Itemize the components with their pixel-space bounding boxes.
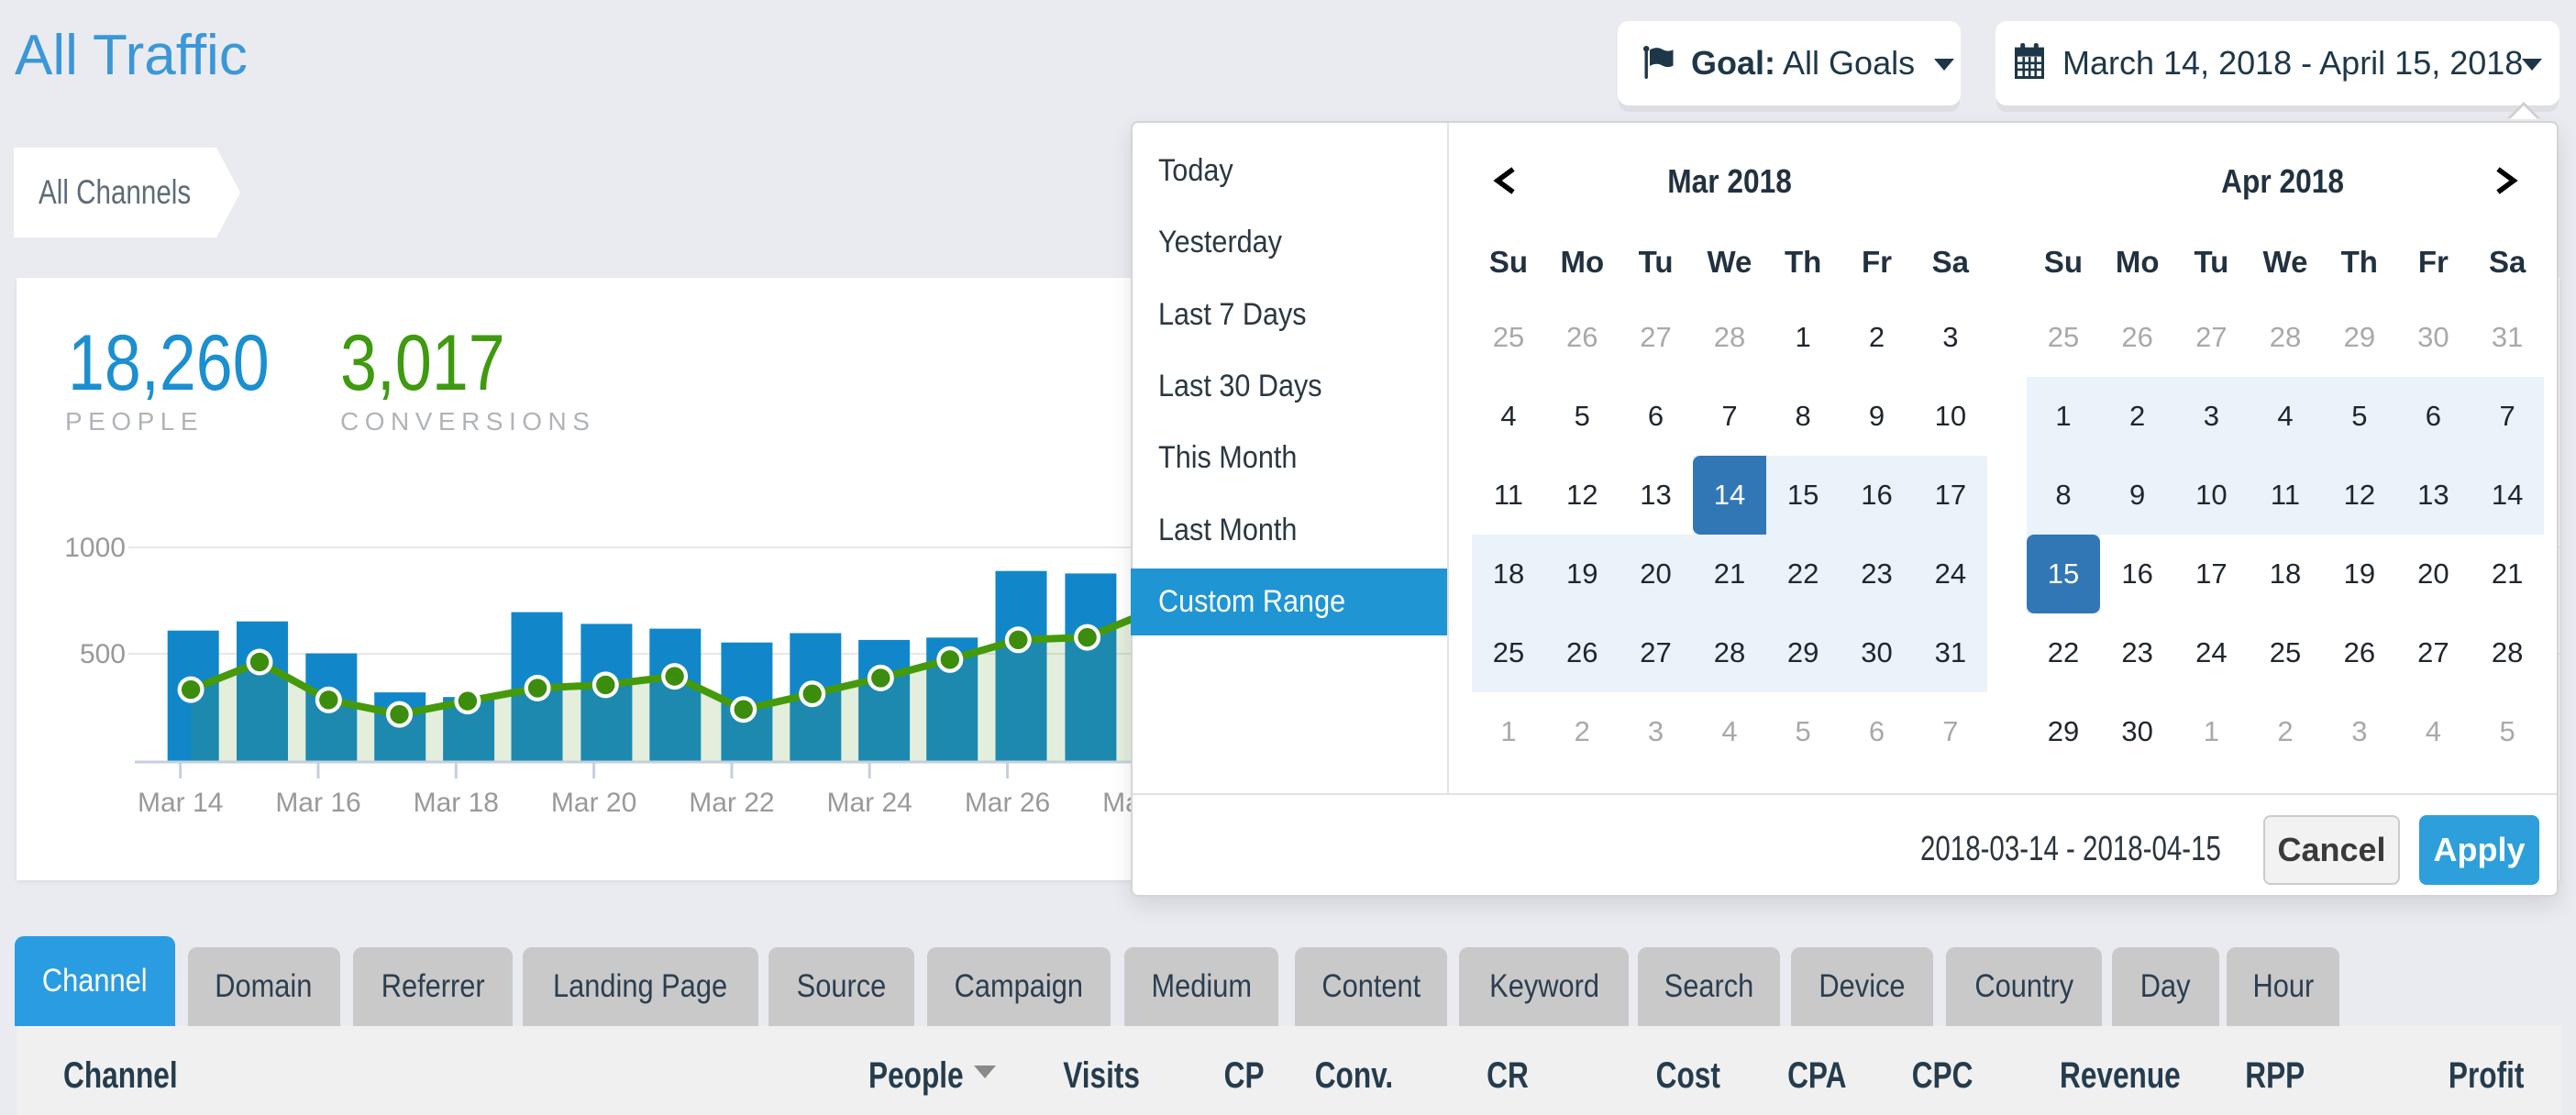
svg-text:Mar 14: Mar 14 [138,788,223,818]
svg-text:Mar 26: Mar 26 [965,788,1050,818]
svg-text:1000: 1000 [64,533,126,563]
svg-text:Mar 20: Mar 20 [551,788,636,818]
svg-text:Mar 18: Mar 18 [414,788,499,818]
svg-text:Mar 16: Mar 16 [275,788,360,818]
svg-text:Mar 24: Mar 24 [827,788,912,818]
svg-text:500: 500 [80,639,126,669]
svg-text:Mar 22: Mar 22 [689,788,774,818]
